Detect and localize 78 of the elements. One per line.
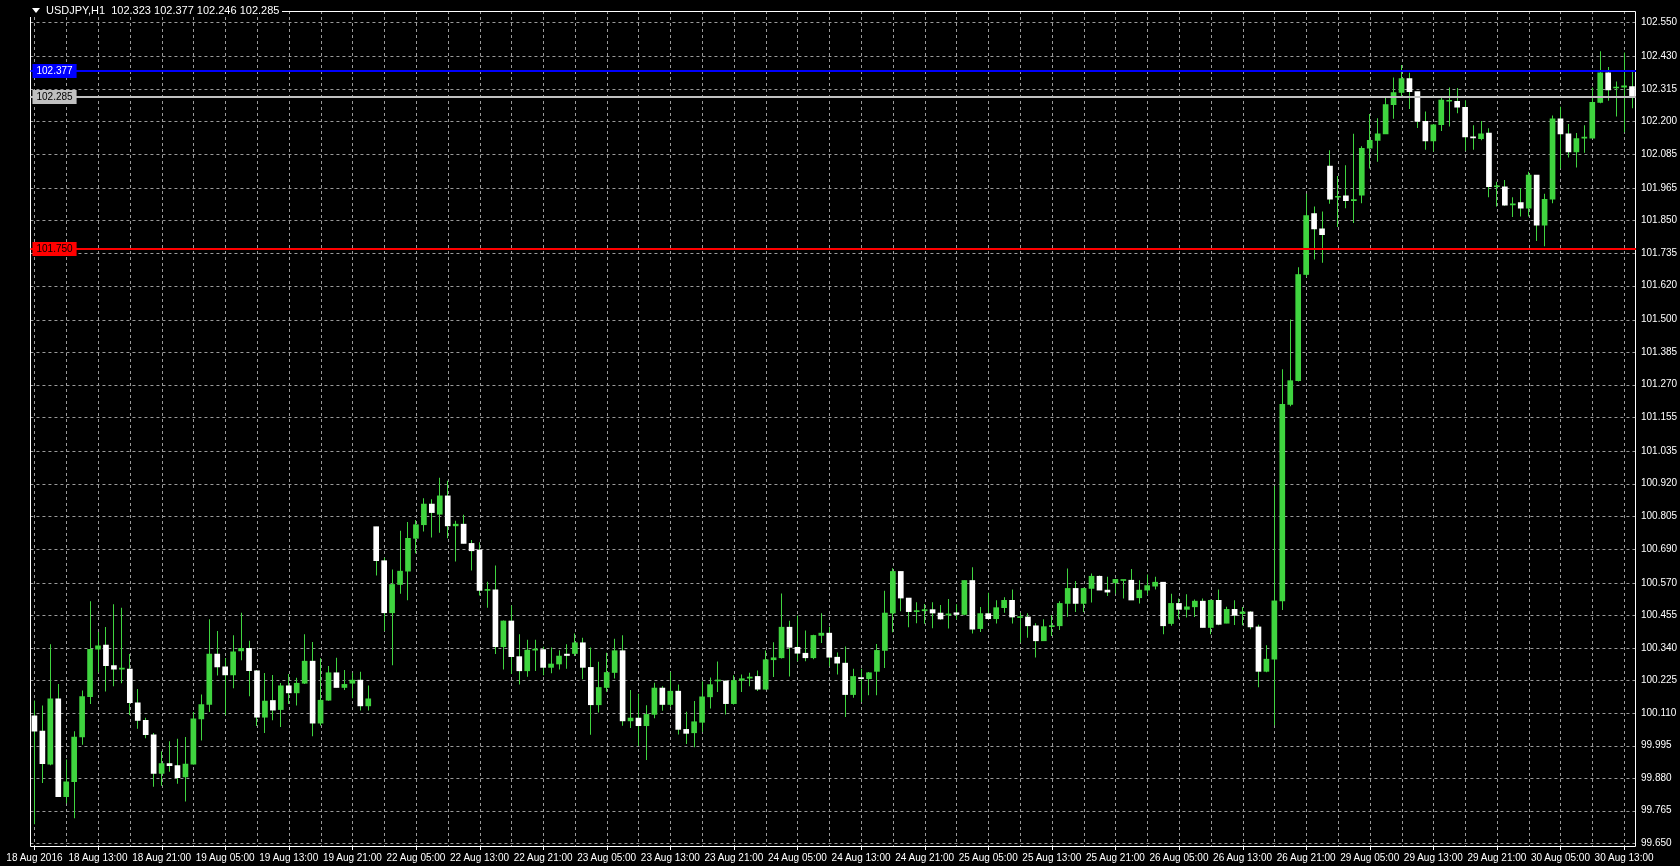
x-tick-label: 25 Aug 05:00 [958, 851, 1019, 863]
x-tick-label: 19 Aug 21:00 [322, 851, 383, 863]
y-tick-label: 100.690 [1641, 542, 1678, 554]
x-tick-label: 25 Aug 13:00 [1022, 851, 1082, 863]
x-tick-label: 25 Aug 21:00 [1085, 851, 1146, 863]
y-tick-label: 102.550 [1641, 16, 1678, 28]
x-tick-label: 29 Aug 13:00 [1403, 851, 1464, 863]
y-tick-label: 100.920 [1641, 477, 1678, 489]
y-tick-label: 100.340 [1641, 641, 1678, 653]
ref-line-label: 102.377 [36, 65, 74, 77]
candlestick [1335, 176, 1341, 227]
y-tick-label: 101.270 [1641, 378, 1678, 390]
y-tick-label: 101.155 [1641, 410, 1678, 422]
x-tick-label: 24 Aug 05:00 [767, 851, 828, 863]
y-tick-label: 102.085 [1641, 147, 1678, 159]
candlestick [1494, 181, 1500, 207]
candlestick [1509, 197, 1516, 218]
y-tick-label: 100.455 [1641, 609, 1678, 621]
candlestick [95, 632, 101, 673]
x-tick-label: 18 Aug 2016 [6, 851, 63, 863]
candlestick [1621, 52, 1627, 133]
x-tick-label: 19 Aug 05:00 [195, 851, 256, 863]
x-tick-label: 22 Aug 13:00 [450, 851, 510, 863]
x-tick-label: 24 Aug 21:00 [895, 851, 955, 863]
candlestick [1120, 579, 1127, 599]
x-tick-label: 23 Aug 13:00 [640, 851, 701, 863]
x-tick-label: 24 Aug 13:00 [831, 851, 891, 863]
y-tick-label: 101.500 [1641, 313, 1678, 325]
y-tick-label: 101.850 [1641, 214, 1678, 226]
candlestick [238, 612, 244, 661]
candlestick [1446, 87, 1453, 127]
y-tick-label: 102.315 [1641, 82, 1678, 94]
x-tick-label: 23 Aug 05:00 [577, 851, 637, 863]
y-tick-label: 99.765 [1641, 804, 1673, 816]
x-tick-label: 26 Aug 21:00 [1276, 851, 1337, 863]
candlestick [111, 604, 117, 687]
candlestick [1048, 615, 1055, 636]
x-tick-label: 18 Aug 21:00 [132, 851, 192, 863]
candlestick [484, 581, 491, 608]
x-tick-label: 19 Aug 13:00 [259, 851, 319, 863]
y-tick-label: 100.110 [1641, 706, 1677, 718]
ref-line-label: 101.750 [36, 243, 74, 255]
y-tick-label: 101.620 [1641, 279, 1678, 291]
x-tick-label: 26 Aug 13:00 [1213, 851, 1273, 863]
candlestick [564, 644, 570, 669]
x-tick-label: 30 Aug 13:00 [1594, 851, 1654, 863]
x-tick-label: 22 Aug 05:00 [386, 851, 446, 863]
y-tick-label: 102.430 [1641, 50, 1678, 62]
x-tick-label: 23 Aug 21:00 [704, 851, 764, 863]
ref-line-label: 102.285 [36, 91, 74, 103]
x-tick-label: 22 Aug 21:00 [513, 851, 574, 863]
y-tick-label: 101.965 [1641, 181, 1678, 193]
candlestick [770, 642, 777, 678]
x-tick-label: 26 Aug 05:00 [1149, 851, 1209, 863]
y-tick-label: 100.805 [1641, 510, 1678, 521]
x-tick-label: 18 Aug 13:00 [68, 851, 128, 863]
y-tick-label: 101.735 [1641, 246, 1678, 258]
candlestick [818, 613, 825, 644]
y-tick-label: 99.880 [1641, 771, 1673, 783]
candlestick [921, 603, 928, 624]
candlestick [858, 668, 864, 702]
candlestick [166, 741, 173, 772]
y-tick-label: 99.650 [1641, 836, 1673, 848]
x-tick-label: 30 Aug 05:00 [1531, 851, 1591, 863]
y-tick-label: 102.200 [1641, 115, 1678, 127]
y-tick-label: 100.570 [1641, 576, 1678, 588]
candlestick [1470, 125, 1476, 150]
y-tick-label: 101.385 [1641, 345, 1678, 357]
candlestick [913, 602, 920, 624]
y-tick-label: 99.995 [1641, 739, 1673, 751]
y-tick-label: 101.035 [1641, 444, 1678, 456]
x-tick-label: 29 Aug 05:00 [1340, 851, 1400, 863]
candlestick [1017, 612, 1023, 643]
candlestick [1351, 133, 1357, 224]
x-tick-label: 29 Aug 21:00 [1467, 851, 1527, 863]
chart-title: USDJPY,H1 102.323 102.377 102.246 102.285 [46, 4, 280, 17]
y-tick-label: 100.225 [1641, 674, 1678, 686]
candlestick [452, 520, 459, 562]
